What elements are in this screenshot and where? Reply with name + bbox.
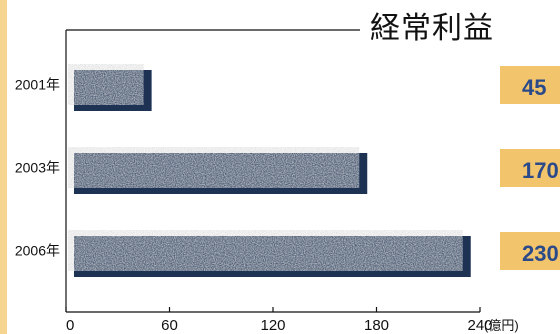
value-tab: [500, 149, 560, 187]
category-label: 2001年: [15, 77, 60, 93]
value-label: 170: [522, 158, 559, 183]
x-axis-unit: (億円): [484, 318, 519, 333]
x-tick-group: 0 60 120 180 240: [65, 307, 493, 334]
value-label-group: 45 170 230: [500, 66, 560, 270]
chart-title: 経常利益: [370, 11, 494, 46]
bar-group: 2001年 2003年 2006年: [15, 64, 471, 277]
x-tick-label: 180: [364, 317, 389, 334]
bar: [68, 230, 463, 271]
value-label: 45: [522, 75, 546, 100]
x-tick-label: 240: [467, 317, 492, 334]
bar: [68, 147, 360, 188]
value-tab: [500, 66, 560, 104]
category-label: 2006年: [15, 243, 60, 259]
category-label: 2003年: [15, 160, 60, 176]
x-tick-label: 60: [161, 317, 178, 334]
value-tab: [500, 232, 560, 270]
value-label: 230: [522, 241, 559, 266]
bar: [68, 64, 144, 105]
x-tick-label: 120: [260, 317, 285, 334]
x-tick-label: 0: [66, 317, 74, 334]
left-accent-strip: [0, 0, 7, 334]
